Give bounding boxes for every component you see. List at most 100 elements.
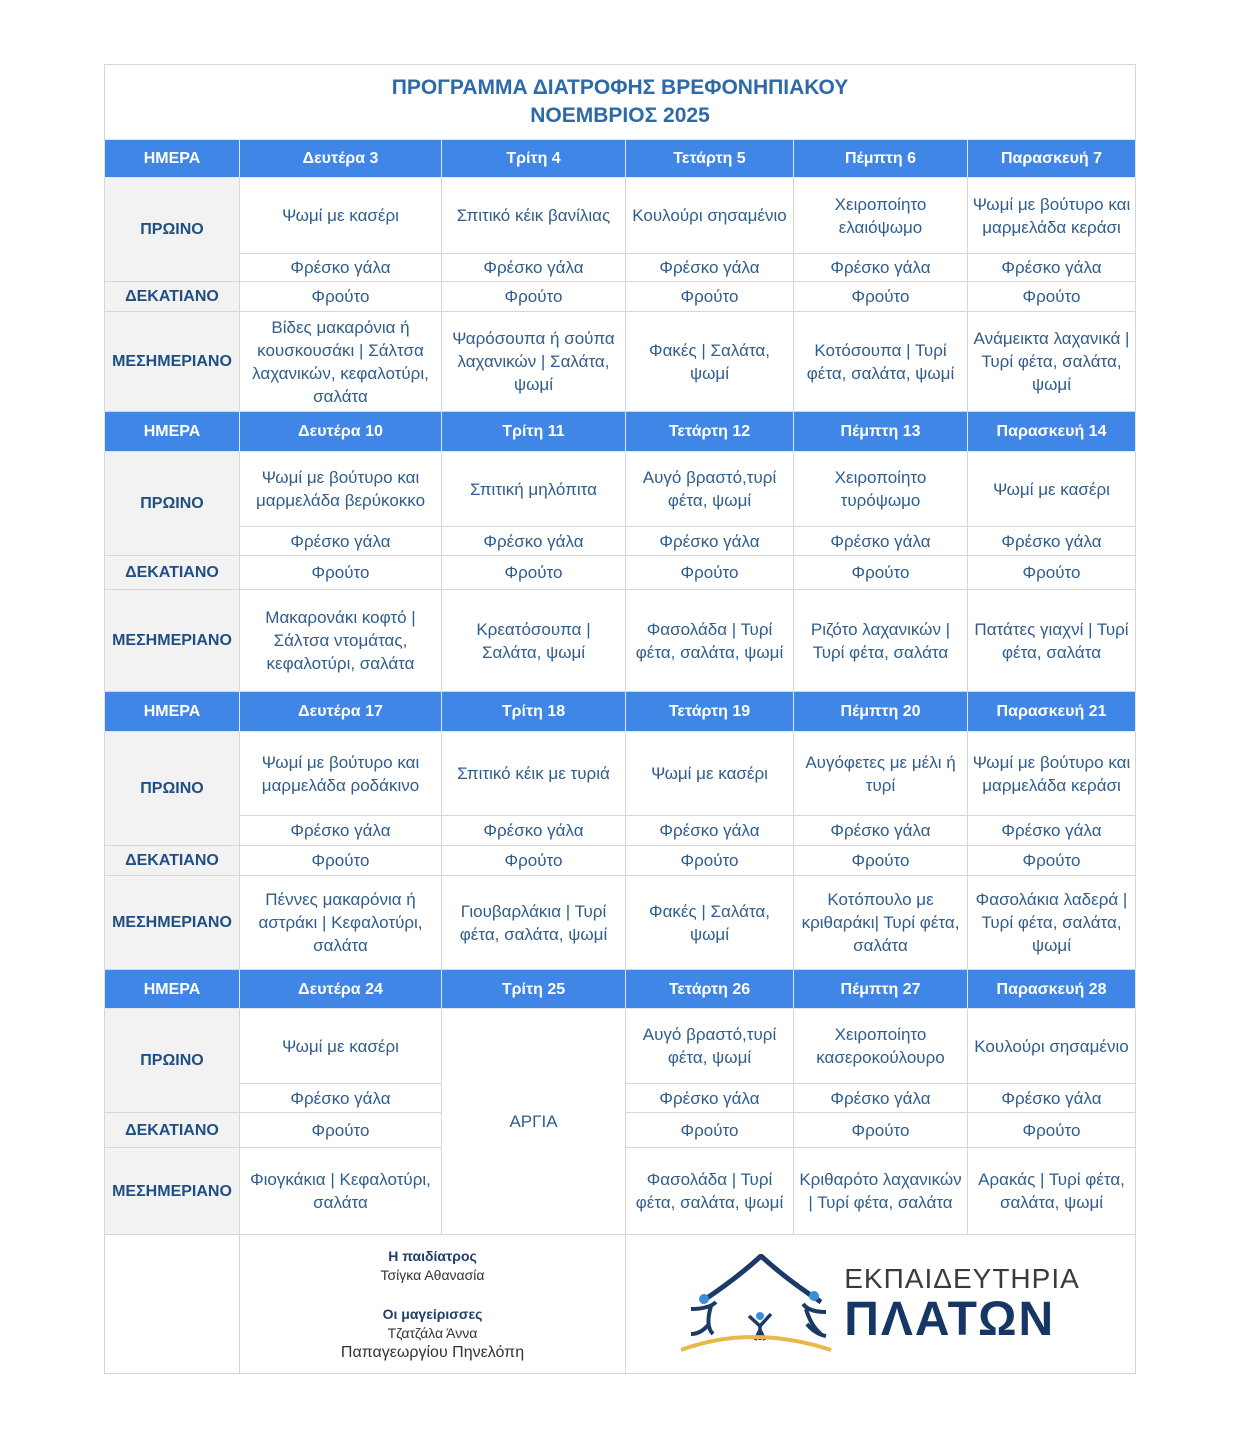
day-header: Τετάρτη 26 [625,969,794,1009]
breakfast-row: ΠΡΩΙΝΟ Ψωμί με κασέρι ΑΡΓΙΑ Αυγό βραστό,τυρ… [104,1008,1137,1235]
lunch-row: ΜΕΣΗΜΕΡΙΑΝΟ Πέννες μακαρόνια ή αστράκι | … [104,875,1137,970]
day-header: Δευτέρα 10 [239,411,442,452]
breakfast-cell: Ψωμί με κασέρι [625,731,794,816]
lunch-cell: Πατάτες γιαχνί | Τυρί φέτα, σαλάτα [966,589,1137,692]
lunch-cell: Βίδες μακαρόνια ή κουσκουσάκι | Σάλτσα λ… [239,311,442,412]
holiday-cell: ΑΡΓΙΑ [441,1008,626,1235]
breakfast-cell: Κουλούρι σησαμένιο [625,177,794,254]
snack-cell: Φρούτο [966,845,1137,876]
lunch-cell: Φασολάδα | Τυρί φέτα, σαλάτα, ψωμί [625,1147,794,1235]
breakfast-cell: Ψωμί με βούτυρο και μαρμελάδα κεράσι [966,177,1137,254]
snack-cell: Φρούτο [625,555,794,590]
breakfast-label: ΠΡΩΙΝΟ [104,177,240,282]
snack-label: ΔΕΚΑΤΙΑΝΟ [104,281,240,312]
week-header-row: ΗΜΕΡΑ Δευτέρα 10 Τρίτη 11 Τετάρτη 12 Πέμπτη … [104,411,1137,452]
lunch-cell: Αρακάς | Τυρί φέτα, σαλάτα, ψωμί [966,1147,1137,1235]
snack-cell: Φρούτο [239,281,442,312]
milk-cell: Φρέσκο γάλα [239,526,442,556]
snack-cell: Φρούτο [625,1112,794,1148]
milk-cell: Φρέσκο γάλα [793,815,968,846]
cooks-title: Οι μαγείρισσες [382,1305,483,1322]
snack-label: ΔΕΚΑΤΙΑΝΟ [104,845,240,876]
menu-table: ΠΡΟΓΡΑΜΜΑ ΔΙΑΤΡΟΦΗΣ ΒΡΕΦΟΝΗΠΙΑΚΟΥ ΝΟΕΜΒΡ… [103,64,1137,1374]
day-label: ΗΜΕΡΑ [104,969,240,1009]
day-header: Πέμπτη 27 [793,969,968,1009]
lunch-cell: Φακές | Σαλάτα, ψωμί [625,311,794,412]
breakfast-cell: Ψωμί με βούτυρο και μαρμελάδα κεράσι [966,731,1137,816]
milk-cell: Φρέσκο γάλα [966,526,1137,556]
lunch-cell: Ψαρόσουπα ή σούπα λαχανικών | Σαλάτα, ψω… [441,311,626,412]
menu-document: ΠΡΟΓΡΑΜΜΑ ΔΙΑΤΡΟΦΗΣ ΒΡΕΦΟΝΗΠΙΑΚΟΥ ΝΟΕΜΒΡ… [103,64,1137,1374]
day-header: Παρασκευή 28 [966,969,1137,1009]
logo-line1: ΕΚΠΑΙΔΕΥΤΗΡΙΑ [844,1263,1080,1294]
breakfast-label: ΠΡΩΙΝΟ [104,451,240,556]
day-header: Τετάρτη 5 [625,139,794,178]
milk-cell: Φρέσκο γάλα [441,526,626,556]
breakfast-cell: Κουλούρι σησαμένιο [966,1008,1137,1084]
snack-row: ΔΕΚΑΤΙΑΝΟ Φρούτο Φρούτο Φρούτο Φρούτο Φρούτο [104,281,1137,312]
breakfast-cell: Σπιτικό κέικ με τυριά [441,731,626,816]
breakfast-cell: Ψωμί με κασέρι [966,451,1137,527]
week-header-row: ΗΜΕΡΑ Δευτέρα 3 Τρίτη 4 Τετάρτη 5 Πέμπτη 6 Πα… [104,139,1137,178]
milk-row: Φρέσκο γάλα Φρέσκο γάλα Φρέσκο γάλα Φρέσκο … [105,253,1137,282]
lunch-row: ΜΕΣΗΜΕΡΙΑΝΟ Βίδες μακαρόνια ή κουσκουσάκι… [104,311,1137,412]
breakfast-cell: Χειροποίητο κασεροκούλουρο [793,1008,968,1084]
breakfast-cell: Ψωμί με κασέρι [239,177,442,254]
breakfast-cell: Σπιτικό κέικ βανίλιας [441,177,626,254]
snack-cell: Φρούτο [793,281,968,312]
day-header: Δευτέρα 24 [239,969,442,1009]
snack-cell: Φρούτο [441,281,626,312]
school-logo: ΕΚΠΑΙΔΕΥΤΗΡΙΑ ΠΛΑΤΩΝ [629,1254,1132,1354]
milk-cell: Φρέσκο γάλα [793,526,968,556]
snack-row: ΔΕΚΑΤΙΑΝΟ Φρούτο Φρούτο Φρούτο Φρούτο [104,1112,1137,1148]
breakfast-row: ΠΡΩΙΝΟ Ψωμί με βούτυρο και μαρμελάδα ροδά… [104,731,1137,846]
snack-row: ΔΕΚΑΤΙΑΝΟ Φρούτο Φρούτο Φρούτο Φρούτο Φρούτο [104,555,1137,590]
breakfast-label: ΠΡΩΙΝΟ [104,1008,240,1113]
snack-cell: Φρούτο [239,1112,442,1148]
snack-cell: Φρούτο [793,1112,968,1148]
breakfast-cell: Χειροποίητο ελαιόψωμο [793,177,968,254]
day-header: Τρίτη 18 [441,691,626,732]
milk-cell: Φρέσκο γάλα [793,1083,968,1113]
breakfast-cell: Ψωμί με κασέρι [239,1008,442,1084]
breakfast-cell: Ψωμί με βούτυρο και μαρμελάδα ροδάκινο [239,731,442,816]
day-header: Τρίτη 4 [441,139,626,178]
day-label: ΗΜΕΡΑ [104,411,240,452]
milk-cell: Φρέσκο γάλα [966,815,1137,846]
lunch-row: ΜΕΣΗΜΕΡΙΑΝΟ Μακαρονάκι κοφτό |Σάλτσα ντομ… [104,589,1137,692]
day-header: Δευτέρα 3 [239,139,442,178]
milk-cell: Φρέσκο γάλα [625,815,794,846]
week-header-row: ΗΜΕΡΑ Δευτέρα 24 Τρίτη 25 Τετάρτη 26 Πέμπτη … [104,969,1137,1009]
milk-cell: Φρέσκο γάλα [966,1083,1137,1113]
snack-cell: Φρούτο [966,281,1137,312]
lunch-cell: Κριθαρότο λαχανικών | Τυρί φέτα, σαλάτα [793,1147,968,1235]
week-header-row: ΗΜΕΡΑ Δευτέρα 17 Τρίτη 18 Τετάρτη 19 Πέμπτη … [104,691,1137,732]
snack-cell: Φρούτο [625,845,794,876]
snack-label: ΔΕΚΑΤΙΑΝΟ [104,555,240,590]
snack-cell: Φρούτο [966,1112,1137,1148]
lunch-label: ΜΕΣΗΜΕΡΙΑΝΟ [104,589,240,692]
logo-cell: ΕΚΠΑΙΔΕΥΤΗΡΙΑ ΠΛΑΤΩΝ [624,1234,1137,1374]
snack-cell: Φρούτο [441,555,626,590]
milk-row: Φρέσκο γάλα Φρέσκο γάλα Φρέσκο γάλα Φρέσκο … [105,526,1137,556]
milk-row: Φρέσκο γάλα Φρέσκο γάλα Φρέσκο γάλα Φρέσκο … [105,1083,1137,1113]
breakfast-cell: Σπιτική μηλόπιτα [441,451,626,527]
breakfast-row: ΠΡΩΙΝΟ Ψωμί με βούτυρο και μαρμελάδα βερύ… [104,451,1137,556]
snack-cell: Φρούτο [793,845,968,876]
milk-cell: Φρέσκο γάλα [625,253,794,282]
lunch-label: ΜΕΣΗΜΕΡΙΑΝΟ [104,311,240,412]
pediatrician-name: Τσίγκα Αθανασία [380,1266,485,1283]
breakfast-cell: Ψωμί με βούτυρο και μαρμελάδα βερύκοκκο [239,451,442,527]
day-header: Τετάρτη 12 [625,411,794,452]
milk-cell: Φρέσκο γάλα [625,526,794,556]
lunch-cell: Πέννες μακαρόνια ή αστράκι | Κεφαλοτύρι,… [239,875,442,970]
lunch-cell: Φακές | Σαλάτα, ψωμί [625,875,794,970]
day-label: ΗΜΕΡΑ [104,139,240,178]
snack-label: ΔΕΚΑΤΙΑΝΟ [104,1112,240,1148]
milk-cell: Φρέσκο γάλα [239,1083,442,1113]
milk-cell: Φρέσκο γάλα [966,253,1137,282]
snack-cell: Φρούτο [793,555,968,590]
lunch-label: ΜΕΣΗΜΕΡΙΑΝΟ [104,875,240,970]
lunch-label: ΜΕΣΗΜΕΡΙΑΝΟ [104,1147,240,1235]
snack-cell: Φρούτο [239,845,442,876]
